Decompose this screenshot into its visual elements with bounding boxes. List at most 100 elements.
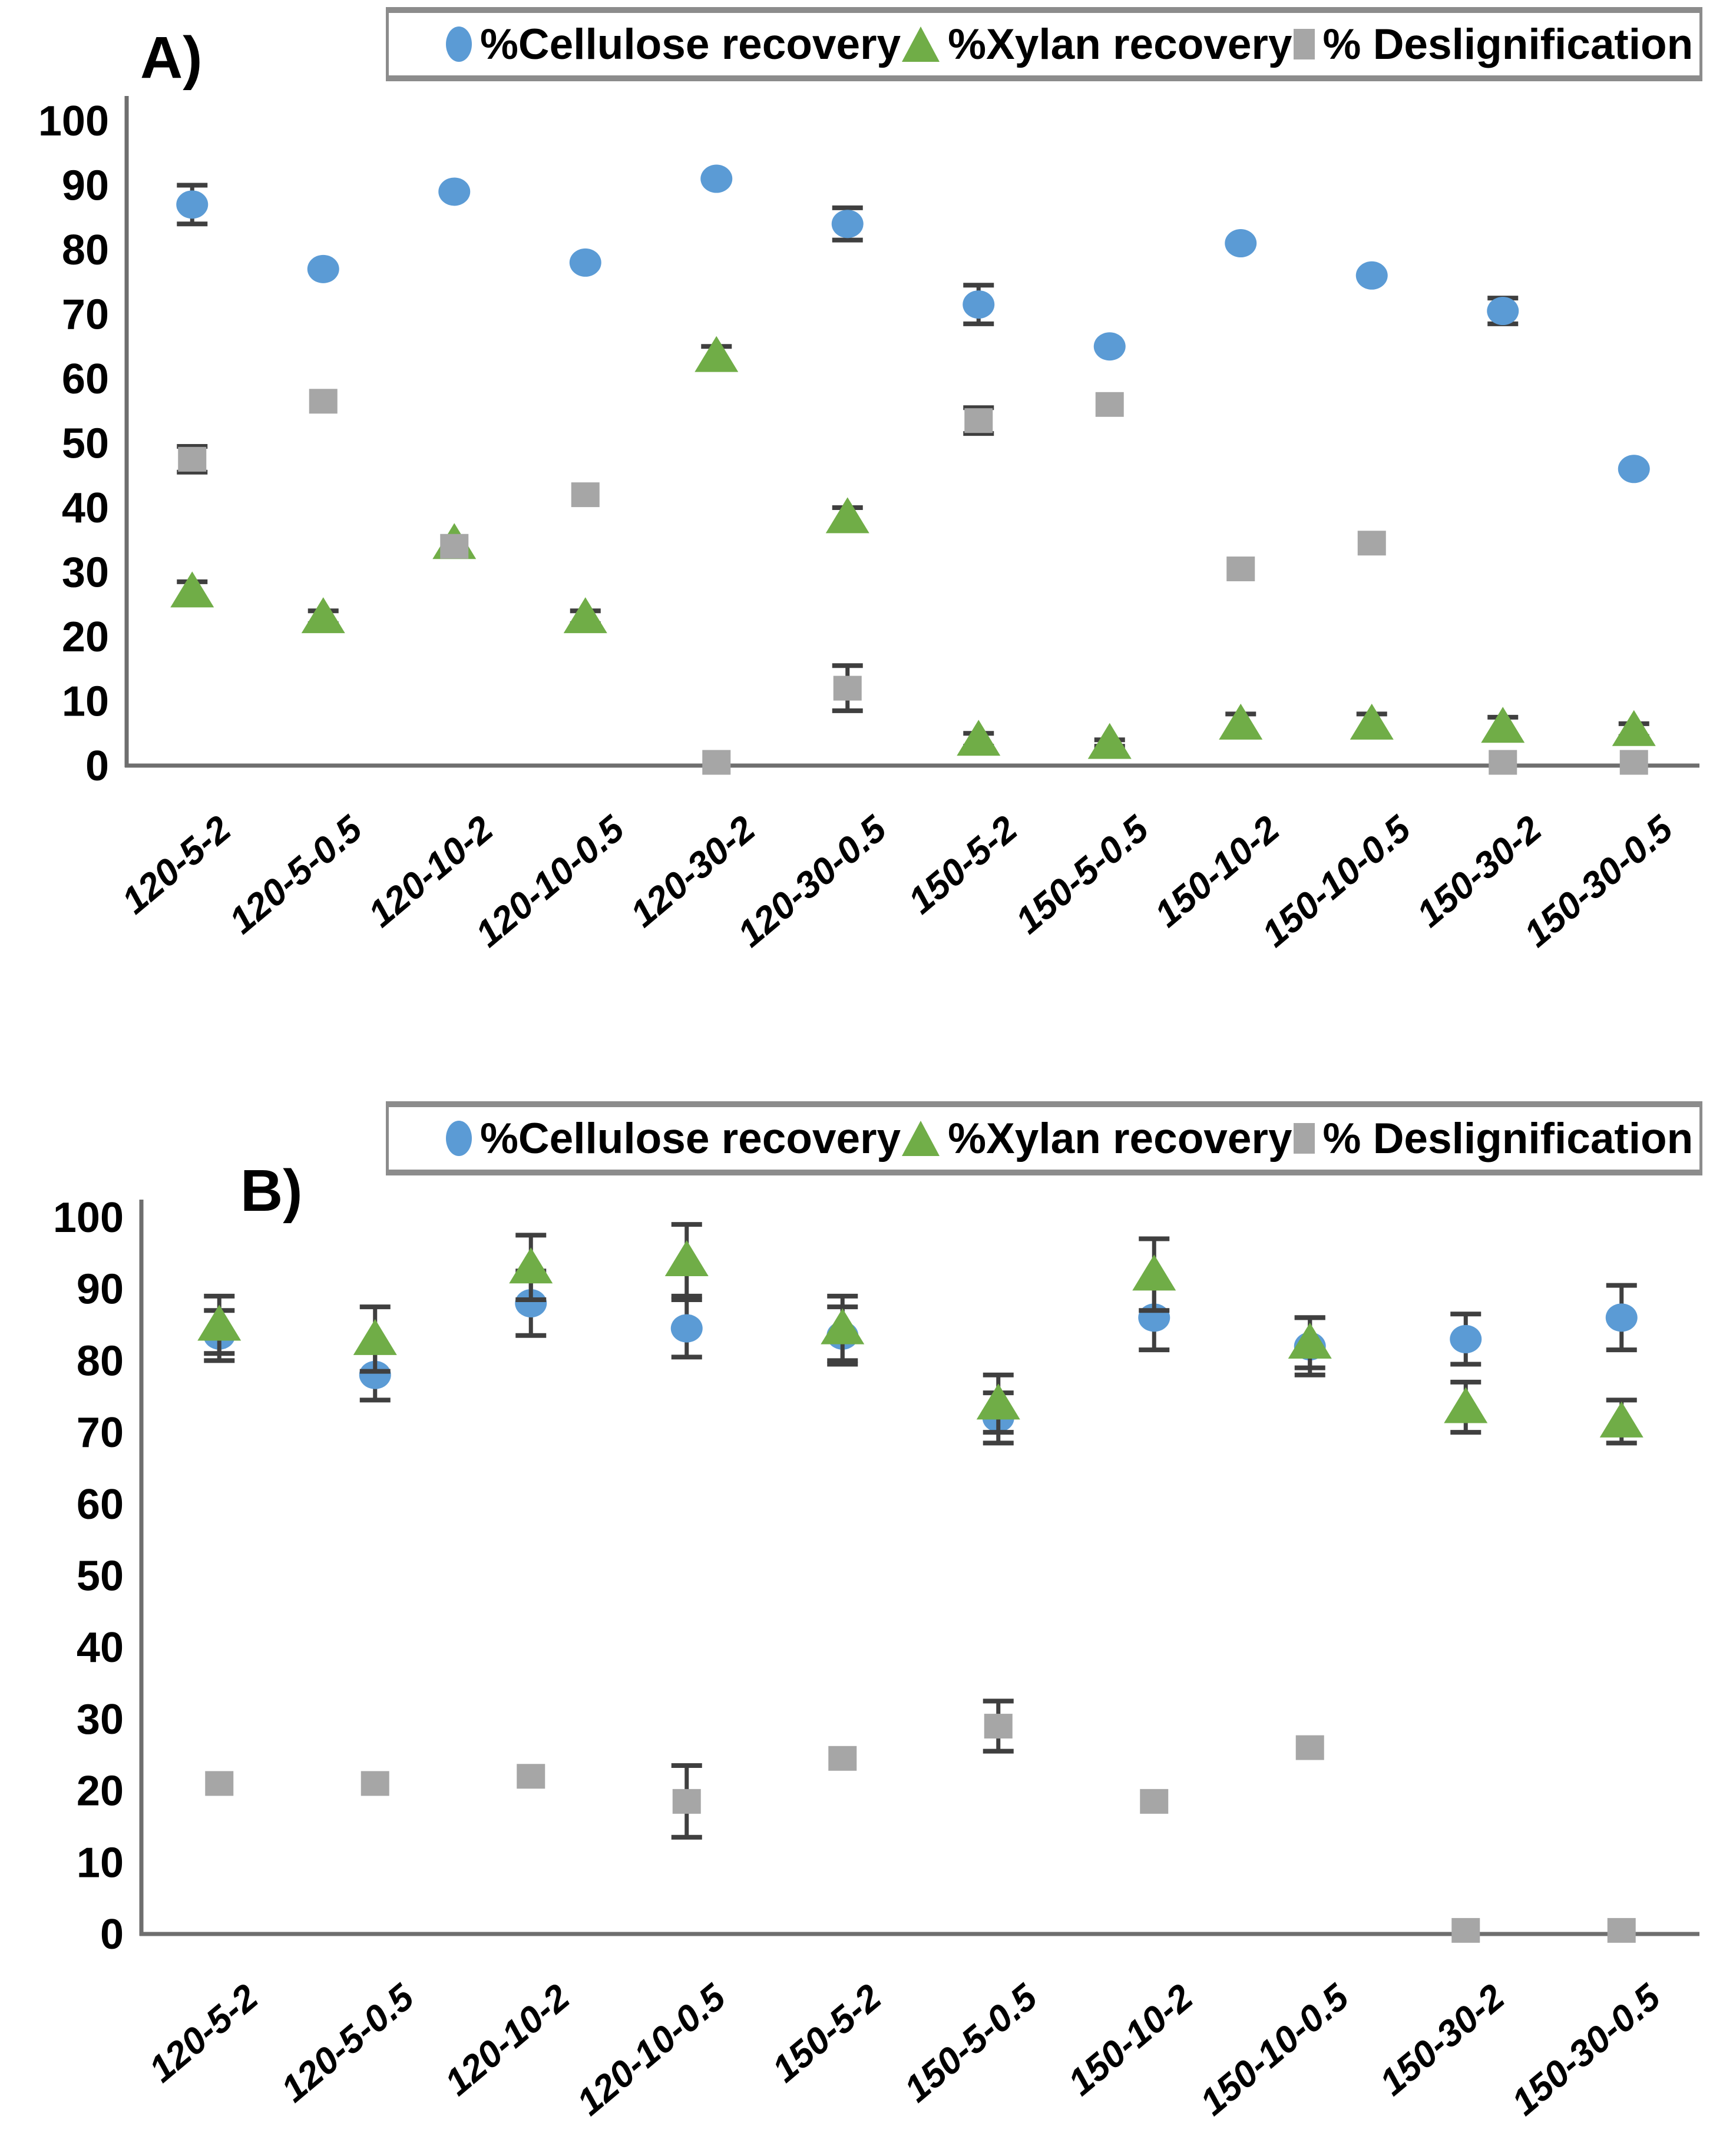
- x-axis-labels: 120-5-2120-5-0.5120-10-2120-10-0.5120-30…: [114, 807, 1681, 955]
- legend-label: %Cellulose recovery: [480, 1114, 901, 1163]
- data-point-triangle: [1612, 710, 1656, 746]
- x-category-label: 120-5-0.5: [273, 1976, 422, 2110]
- data-point-triangle: [825, 497, 869, 534]
- data-point-triangle: [957, 720, 1001, 756]
- data-point-circle: [359, 1360, 391, 1389]
- data-point-square: [984, 1714, 1013, 1739]
- data-point-triangle: [695, 336, 739, 372]
- data-point-circle: [1093, 332, 1126, 361]
- legend-label: % Deslignification: [1322, 1114, 1694, 1163]
- data-point-circle: [1618, 455, 1650, 483]
- data-point-triangle: [301, 597, 345, 634]
- legend-a: %Cellulose recovery %Xylan recovery % De…: [386, 7, 1702, 81]
- legend-item-cellulose: %Cellulose recovery: [445, 20, 901, 69]
- data-point-triangle: [509, 1247, 553, 1284]
- delignification-square-icon: [1293, 29, 1315, 59]
- y-tick-label: 40: [62, 485, 109, 532]
- y-axis-labels: 0 10 20 30 40 50 60 70 80 90 100: [53, 1194, 124, 1958]
- data-point-circle: [307, 254, 339, 283]
- y-tick-label: 100: [53, 1194, 124, 1241]
- data-point-square: [1226, 557, 1255, 582]
- y-tick-label: 60: [62, 356, 109, 403]
- data-point-circle: [1487, 297, 1519, 326]
- x-category-label: 150-5-2: [765, 1976, 889, 2090]
- data-point-circle: [569, 248, 601, 277]
- data-point-triangle: [1444, 1387, 1488, 1423]
- x-category-label: 150-5-0.5: [897, 1976, 1045, 2110]
- series-deslignification: [205, 1698, 1636, 1943]
- x-category-label: 120-5-2: [141, 1976, 266, 2090]
- y-tick-label: 90: [77, 1266, 124, 1313]
- data-point-triangle: [1087, 723, 1132, 759]
- data-point-triangle: [170, 571, 214, 608]
- legend-label: %Cellulose recovery: [480, 20, 901, 68]
- y-tick-label: 0: [85, 743, 109, 790]
- x-category-label: 120-5-2: [114, 808, 239, 922]
- axes: [124, 96, 1699, 768]
- axes: [139, 1200, 1699, 1936]
- data-point-triangle: [1219, 703, 1263, 740]
- x-category-label: 150-30-0.5: [1504, 1976, 1668, 2123]
- x-category-label: 150-5-0.5: [1008, 807, 1156, 942]
- y-tick-label: 50: [62, 420, 109, 468]
- series-xylan-recovery: [170, 336, 1656, 759]
- cellulose-circle-icon: [446, 1121, 472, 1156]
- x-category-label: 150-5-2: [901, 808, 1025, 922]
- y-tick-label: 20: [77, 1768, 124, 1815]
- data-point-triangle: [664, 1240, 709, 1277]
- legend-item-delignification: % Deslignification: [1292, 20, 1694, 69]
- data-point-square: [571, 482, 600, 508]
- series-cellulose-recovery: [203, 1269, 1638, 1446]
- data-point-circle: [1355, 261, 1388, 290]
- panel-label-b: B): [240, 1158, 303, 1224]
- data-point-triangle: [821, 1308, 865, 1344]
- xylan-triangle-icon: [902, 1121, 940, 1156]
- xylan-triangle-icon: [902, 27, 940, 62]
- x-category-label: 150-10-0.5: [1192, 1976, 1357, 2123]
- y-tick-label: 20: [62, 614, 109, 661]
- data-point-square: [833, 675, 862, 701]
- y-tick-label: 50: [77, 1553, 124, 1600]
- delignification-square-icon: [1293, 1123, 1315, 1154]
- data-point-triangle: [1132, 1254, 1176, 1291]
- x-category-label: 150-30-2: [1372, 1976, 1512, 2104]
- y-tick-label: 90: [62, 163, 109, 210]
- series-cellulose-recovery: [176, 164, 1650, 483]
- data-point-circle: [831, 210, 864, 239]
- x-category-label: 120-10-0.5: [569, 1976, 733, 2123]
- legend-label: % Deslignification: [1322, 20, 1694, 68]
- data-point-square: [309, 389, 338, 414]
- data-point-circle: [515, 1289, 547, 1318]
- data-point-triangle: [1350, 703, 1394, 740]
- data-point-square: [1619, 750, 1648, 775]
- y-tick-label: 100: [38, 98, 109, 145]
- data-point-square: [1357, 531, 1386, 556]
- data-point-circle: [1225, 229, 1257, 258]
- series-deslignification: [177, 389, 1648, 775]
- data-point-circle: [438, 177, 471, 206]
- data-point-circle: [963, 290, 995, 319]
- data-point-circle: [1450, 1324, 1482, 1353]
- data-point-square: [702, 750, 731, 775]
- data-point-circle: [176, 190, 209, 219]
- data-point-triangle: [563, 597, 607, 634]
- data-point-triangle: [976, 1383, 1020, 1420]
- y-tick-label: 30: [62, 549, 109, 597]
- series-xylan-recovery: [197, 1222, 1643, 1446]
- data-point-triangle: [353, 1319, 397, 1355]
- y-tick-label: 80: [77, 1337, 124, 1385]
- y-tick-label: 10: [77, 1839, 124, 1886]
- y-tick-label: 70: [77, 1409, 124, 1456]
- data-point-square: [672, 1789, 701, 1814]
- chart-a-plot: 0 10 20 30 40 50 60 70 80 90 100 120-5-2120-5-0.512…: [38, 96, 1699, 955]
- data-point-square: [1140, 1789, 1169, 1814]
- data-point-square: [1489, 750, 1517, 775]
- data-point-square: [178, 446, 207, 472]
- legend-label: %Xylan recovery: [948, 20, 1292, 68]
- data-point-square: [361, 1771, 389, 1796]
- legend-item-delignification: % Deslignification: [1292, 1114, 1694, 1163]
- data-point-square: [828, 1746, 857, 1771]
- data-point-triangle: [1481, 707, 1525, 743]
